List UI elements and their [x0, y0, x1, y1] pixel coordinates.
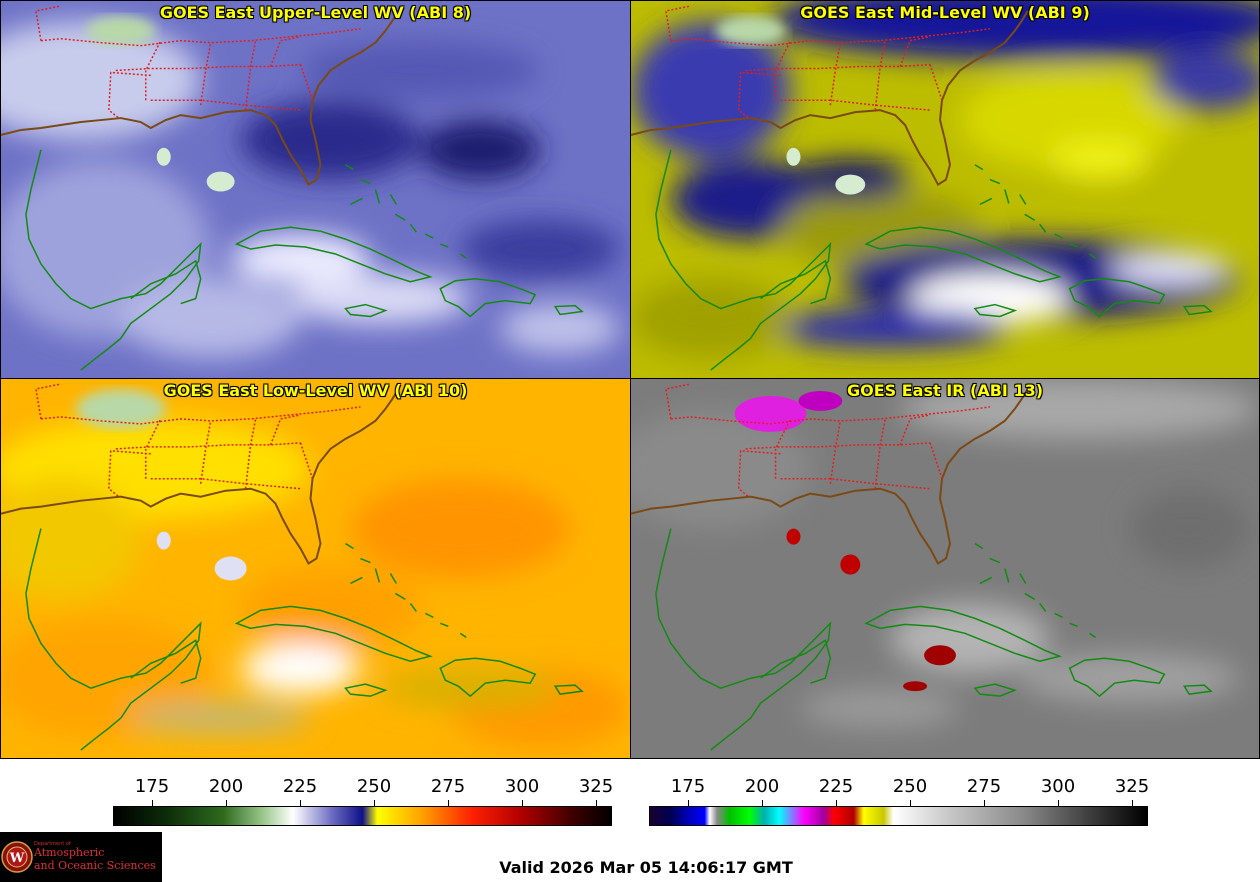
logo-line-2: and Oceanic Sciences: [34, 859, 156, 872]
panel-ir: GOES East IR (ABI 13): [630, 378, 1260, 759]
colorbar-wv-tick-label: 200: [208, 776, 244, 797]
aos-logo: W Department of Atmospheric and Oceanic …: [0, 832, 162, 882]
seal-letter: W: [9, 851, 25, 866]
colorbar-wv-tick-label: 300: [504, 776, 540, 797]
colorbar-wv-tick: [596, 800, 597, 806]
colorbar-ir-tick: [1058, 800, 1059, 806]
panel-low-level-wv: GOES East Low-Level WV (ABI 10): [0, 378, 631, 759]
colorbar-wv-tick: [152, 800, 153, 806]
logo-line-1: Atmospheric: [34, 846, 105, 859]
colorbar-ir-tick-label: 275: [966, 776, 1002, 797]
panel-title: GOES East IR (ABI 13): [846, 381, 1044, 400]
colorbar-wv-tick: [522, 800, 523, 806]
colorbar-ir-tick: [836, 800, 837, 806]
colorbar-wv-tick: [448, 800, 449, 806]
colorbar-ir-tick: [762, 800, 763, 806]
colorbar-wv-tick: [226, 800, 227, 806]
colorbar-wv-tick-label: 275: [430, 776, 466, 797]
colorbar-wv-tick-label: 250: [356, 776, 392, 797]
logo-dept: Department of: [34, 841, 71, 847]
colorbar-wv-tick-label: 175: [134, 776, 170, 797]
mid-level-wv-image: [631, 1, 1259, 378]
panel-title: GOES East Low-Level WV (ABI 10): [163, 381, 468, 400]
colorbar-ir-tick-label: 300: [1040, 776, 1076, 797]
low-level-wv-image: [1, 379, 630, 758]
panel-title: GOES East Mid-Level WV (ABI 9): [800, 3, 1090, 22]
colorbar-ir-tick-label: 325: [1114, 776, 1150, 797]
valid-time: Valid 2026 Mar 05 14:06:17 GMT: [499, 858, 793, 877]
colorbar-ir: [649, 806, 1148, 826]
colorbar-ir-tick: [910, 800, 911, 806]
colorbar-ir-tick-label: 175: [670, 776, 706, 797]
panel-title: GOES East Upper-Level WV (ABI 8): [159, 3, 472, 22]
colorbar-wv-tick: [300, 800, 301, 806]
colorbar-wv-tick-label: 325: [578, 776, 614, 797]
panel-mid-level-wv: GOES East Mid-Level WV (ABI 9): [630, 0, 1260, 379]
colorbar-ir-tick: [1132, 800, 1133, 806]
panel-upper-level-wv: GOES East Upper-Level WV (ABI 8): [0, 0, 631, 379]
colorbar-ir-tick: [688, 800, 689, 806]
colorbar-wv-tick-label: 225: [282, 776, 318, 797]
colorbar-wv-tick: [374, 800, 375, 806]
colorbar-ir-tick-label: 225: [818, 776, 854, 797]
uw-seal-icon: W: [1, 841, 33, 873]
ir-image: [631, 379, 1259, 758]
colorbar-ir-tick: [984, 800, 985, 806]
upper-level-wv-image: [1, 1, 630, 378]
colorbar-ir-tick-label: 250: [892, 776, 928, 797]
colorbar-wv: [113, 806, 612, 826]
colorbar-ir-tick-label: 200: [744, 776, 780, 797]
